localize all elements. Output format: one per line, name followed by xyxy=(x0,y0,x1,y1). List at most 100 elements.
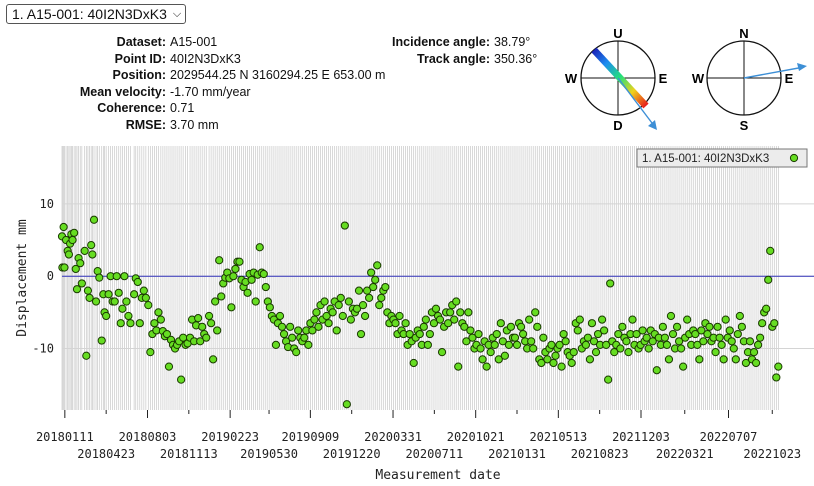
data-point[interactable] xyxy=(85,293,94,302)
data-point[interactable] xyxy=(610,348,619,357)
data-point[interactable] xyxy=(679,362,688,371)
data-point[interactable] xyxy=(421,315,430,324)
legend[interactable]: 1. A15-001: 40I2N3DxK3 xyxy=(636,148,808,168)
data-point[interactable] xyxy=(583,333,593,342)
data-point[interactable] xyxy=(500,351,509,360)
data-point[interactable] xyxy=(600,326,609,335)
data-point[interactable] xyxy=(259,269,268,279)
data-point[interactable] xyxy=(116,319,125,328)
data-point[interactable] xyxy=(68,235,77,245)
data-point[interactable] xyxy=(87,240,96,250)
data-point[interactable] xyxy=(510,333,520,342)
data-point[interactable] xyxy=(118,304,127,313)
data-point[interactable] xyxy=(338,311,347,321)
data-point[interactable] xyxy=(310,315,319,324)
data-point[interactable] xyxy=(652,366,661,375)
data-point[interactable] xyxy=(144,301,153,310)
data-point[interactable] xyxy=(346,315,355,324)
data-point[interactable] xyxy=(334,301,343,310)
data-point[interactable] xyxy=(606,279,615,288)
data-point[interactable] xyxy=(243,288,252,297)
data-point[interactable] xyxy=(593,329,603,339)
data-point[interactable] xyxy=(72,285,82,294)
data-point[interactable] xyxy=(666,311,676,321)
data-point[interactable] xyxy=(371,275,380,284)
data-point[interactable] xyxy=(674,337,684,346)
data-point[interactable] xyxy=(770,319,779,328)
data-point[interactable] xyxy=(695,355,704,364)
data-point[interactable] xyxy=(395,311,404,321)
data-point[interactable] xyxy=(589,337,599,346)
data-point[interactable] xyxy=(727,337,736,346)
data-point[interactable] xyxy=(89,215,99,224)
data-point[interactable] xyxy=(575,315,584,324)
data-point[interactable] xyxy=(71,264,80,274)
data-point[interactable] xyxy=(95,273,104,282)
data-point[interactable] xyxy=(721,315,730,324)
data-point[interactable] xyxy=(466,326,475,335)
data-point[interactable] xyxy=(64,250,73,259)
data-point[interactable] xyxy=(213,326,222,335)
data-point[interactable] xyxy=(405,329,414,339)
data-point[interactable] xyxy=(464,308,473,317)
data-point[interactable] xyxy=(711,348,720,357)
data-point[interactable] xyxy=(616,344,625,353)
data-point[interactable] xyxy=(456,308,465,317)
data-point[interactable] xyxy=(401,319,410,328)
data-point[interactable] xyxy=(126,319,135,328)
data-point[interactable] xyxy=(308,326,317,335)
data-point[interactable] xyxy=(292,348,301,357)
data-point[interactable] xyxy=(691,329,700,339)
data-point[interactable] xyxy=(518,329,528,339)
data-point[interactable] xyxy=(431,304,441,313)
data-point[interactable] xyxy=(215,256,224,265)
data-point[interactable] xyxy=(753,340,763,350)
data-point[interactable] xyxy=(658,322,667,331)
data-point[interactable] xyxy=(265,303,274,312)
data-point[interactable] xyxy=(377,293,386,302)
data-point[interactable] xyxy=(644,344,653,353)
data-point[interactable] xyxy=(229,272,238,281)
data-point[interactable] xyxy=(506,322,516,331)
data-point[interactable] xyxy=(733,329,742,339)
data-point[interactable] xyxy=(294,326,303,335)
data-point[interactable] xyxy=(462,337,471,346)
data-point[interactable] xyxy=(444,319,453,328)
data-point[interactable] xyxy=(573,326,582,335)
data-point[interactable] xyxy=(367,268,376,277)
data-point[interactable] xyxy=(749,348,759,357)
data-point[interactable] xyxy=(314,322,323,331)
data-point[interactable] xyxy=(705,322,714,331)
data-point[interactable] xyxy=(356,329,366,339)
data-point[interactable] xyxy=(88,250,97,259)
data-point[interactable] xyxy=(150,319,159,328)
data-point[interactable] xyxy=(751,358,761,368)
data-point[interactable] xyxy=(312,308,321,317)
data-point[interactable] xyxy=(454,362,463,371)
data-point[interactable] xyxy=(211,297,220,306)
data-point[interactable] xyxy=(437,348,447,357)
data-point[interactable] xyxy=(373,261,382,270)
data-point[interactable] xyxy=(697,326,706,335)
data-point[interactable] xyxy=(762,304,771,313)
data-point[interactable] xyxy=(112,272,121,281)
data-point[interactable] xyxy=(162,329,172,339)
data-point[interactable] xyxy=(460,322,469,331)
data-point[interactable] xyxy=(304,340,313,350)
data-point[interactable] xyxy=(715,333,724,342)
data-point[interactable] xyxy=(60,263,69,272)
data-point[interactable] xyxy=(648,337,657,346)
data-point[interactable] xyxy=(585,355,595,364)
data-point[interactable] xyxy=(360,311,370,321)
data-point[interactable] xyxy=(664,355,674,364)
data-point[interactable] xyxy=(581,340,590,350)
data-point[interactable] xyxy=(391,319,400,328)
data-point[interactable] xyxy=(146,348,155,357)
data-point[interactable] xyxy=(446,308,455,317)
data-point[interactable] xyxy=(699,337,708,346)
dataset-select[interactable]: 1. A15-001: 40I2N3DxK3 ⌵ xyxy=(6,4,187,24)
data-point[interactable] xyxy=(120,272,129,281)
data-point[interactable] xyxy=(672,322,682,331)
data-point[interactable] xyxy=(622,337,631,346)
data-point[interactable] xyxy=(638,326,647,335)
